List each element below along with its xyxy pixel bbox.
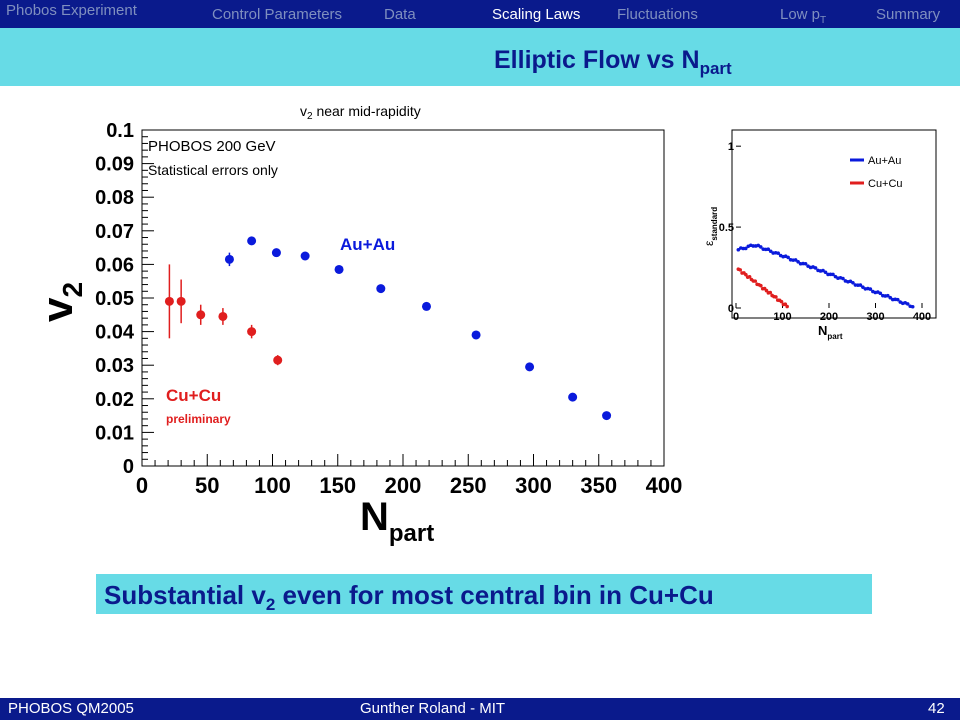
data-point [376,284,386,294]
footer-left: PHOBOS QM2005 [8,700,134,717]
y-tick-label: 0.02 [95,389,134,411]
slide-title-main: Elliptic Flow vs N [494,46,700,74]
data-point [247,327,257,337]
brand-label: Phobos Experiment [6,2,137,19]
chart-title-post: near mid-rapidity [313,103,421,119]
y-tick-label: 0.04 [95,322,135,344]
y-axis-label-main: v [33,297,82,322]
chart-title-sub: 2 [307,111,313,122]
y-tick-labels: 0 0.01 0.02 0.03 0.04 0.05 0.06 0.07 0.08 0.09 0.1 [95,120,135,478]
footer-center: Gunther Roland - MIT [360,700,506,717]
x-tick-label: 50 [195,473,219,498]
legend-cucu-note: preliminary [166,412,231,426]
data-point [218,311,228,321]
data-point [164,296,174,306]
x-tick-label: 100 [254,473,291,498]
nav-data[interactable]: Data [384,6,416,23]
data-point [300,251,310,261]
data-point [334,264,344,274]
caption-pre: Substantial v [104,580,266,610]
slide-title: Elliptic Flow vs Npart [494,46,732,79]
title-bar [0,28,960,86]
caption-post: even for most central bin in Cu+Cu [275,580,714,610]
nav-low-pt[interactable]: Low pT [780,6,826,26]
caption-sub: 2 [265,595,276,615]
data-point [568,392,578,402]
y-tick-label: 0.06 [95,254,134,276]
data-series [164,236,612,421]
y-tick-label: 0 [123,456,134,478]
data-point [421,301,431,311]
legend-auau: Au+Au [340,235,395,254]
slide-caption: Substantial v2 even for most central bin… [104,580,714,615]
data-point [525,362,535,372]
data-point [273,355,283,365]
y-tick-label: 0.07 [95,221,134,243]
x-axis-label-main: N [360,495,389,539]
annotation-errors: Statistical errors only [148,162,278,178]
slide-title-sub: part [699,59,732,78]
x-tick-label: 350 [580,473,617,498]
annotation-energy: PHOBOS 200 GeV [148,138,276,155]
data-point [224,254,234,264]
nav-low-pt-sub: T [820,15,827,26]
y-tick-label: 0.01 [95,422,134,444]
y-tick-label: 0.05 [95,288,134,310]
nav-scaling-laws[interactable]: Scaling Laws [492,6,581,23]
y-axis-label: v2 [33,282,88,322]
nav-control-parameters[interactable]: Control Parameters [212,6,343,23]
caption-box [96,574,872,614]
chart-title-pre: v [300,103,307,119]
nav-low-pt-label: Low p [780,6,821,23]
legend-cucu: Cu+Cu [166,386,221,405]
nav-summary[interactable]: Summary [876,6,941,23]
nav-fluctuations[interactable]: Fluctuations [617,6,698,23]
x-tick-labels: 0 50 100 150 200 250 300 350 400 [136,473,682,498]
x-tick-label: 250 [450,473,487,498]
top-nav-bar: Phobos Experiment Control Parameters Dat… [0,0,960,28]
footer-page-number: 42 [928,700,945,717]
x-tick-label: 400 [646,473,683,498]
data-point [471,330,481,340]
footer-bar: PHOBOS QM2005 Gunther Roland - MIT 42 [0,698,960,720]
data-point [176,296,186,306]
x-tick-label: 200 [385,473,422,498]
y-axis-label-sub: 2 [57,282,88,298]
y-tick-label: 0.08 [95,187,134,209]
x-tick-label: 300 [515,473,552,498]
y-tick-label: 0.09 [95,154,134,176]
x-tick-label: 0 [136,473,148,498]
chart-title: v2 near mid-rapidity [300,103,421,122]
data-point [271,248,281,258]
data-point [602,411,612,421]
y-tick-label: 0.1 [106,120,134,142]
x-tick-label: 150 [319,473,356,498]
y-tick-label: 0.03 [95,355,134,377]
data-point [196,310,206,320]
x-axis-label-sub: part [389,520,434,547]
data-point [247,236,257,246]
x-axis-label: Npart [360,495,434,547]
axis-ticks [141,129,665,467]
